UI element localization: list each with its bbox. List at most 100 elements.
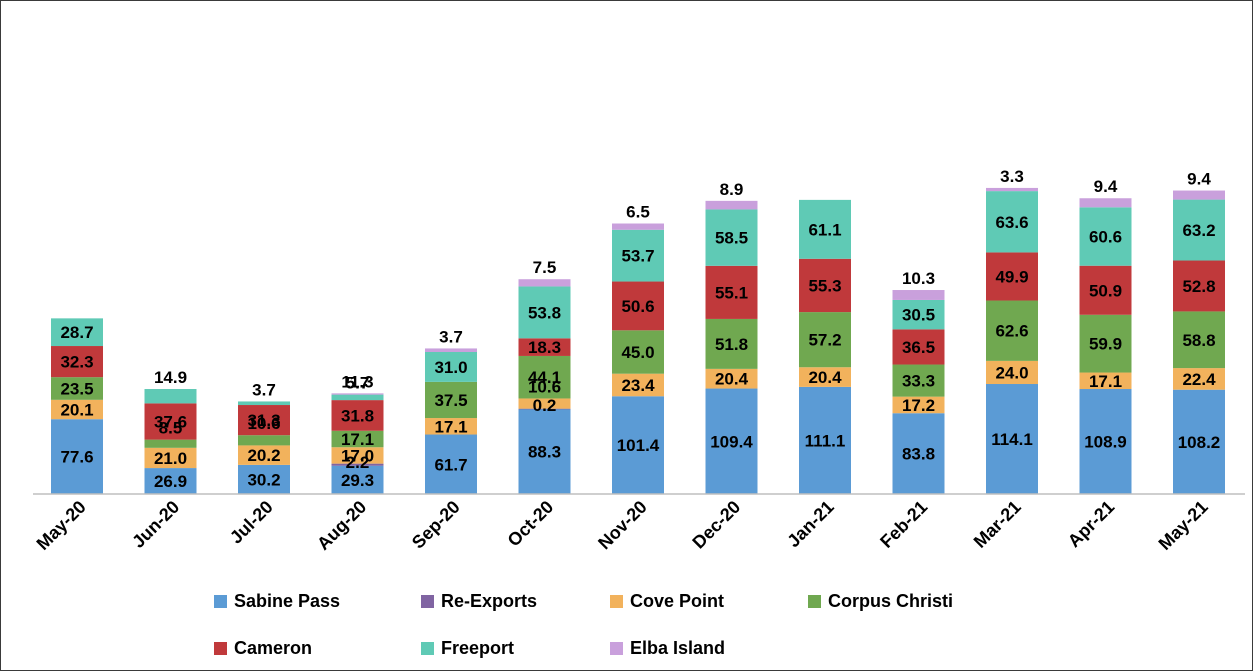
- data-label-freeport-aug-20: 5.7: [346, 374, 370, 393]
- data-label-freeport-jun-20: 14.9: [154, 368, 187, 387]
- data-label-elba-island-nov-20: 6.5: [626, 203, 650, 222]
- bar-cameron-apr-21: [1079, 265, 1132, 315]
- data-label-elba-island-mar-21: 3.3: [1000, 167, 1024, 186]
- bar-corpus-christi-may-21: [1173, 311, 1225, 369]
- bar-corpus-christi-aug-20: [331, 430, 384, 448]
- bar-sabine-pass-aug-20: [331, 465, 384, 494]
- bar-corpus-christi-jul-20: [238, 435, 290, 446]
- data-label-sabine-pass-may-20: 77.6: [60, 448, 93, 467]
- data-label-elba-island-feb-21: 10.3: [902, 269, 935, 288]
- data-label-corpus-christi-mar-21: 62.6: [995, 322, 1028, 341]
- bar-cameron-jun-20: [144, 403, 197, 440]
- data-label-freeport-jul-20: 3.7: [252, 380, 276, 399]
- data-label-sabine-pass-sep-20: 61.7: [434, 455, 467, 474]
- bar-re-exports-oct-20: [518, 408, 571, 410]
- bar-elba-island-nov-20: [612, 223, 664, 230]
- bar-sabine-pass-jun-20: [144, 468, 197, 494]
- legend-swatch-freeport: [421, 642, 434, 655]
- bar-freeport-apr-21: [1079, 207, 1132, 266]
- data-label-freeport-mar-21: 63.6: [995, 213, 1028, 232]
- x-tick-jun-20: Jun-20: [128, 497, 183, 552]
- data-label-cove-point-may-21: 22.4: [1182, 370, 1216, 389]
- bar-freeport-may-20: [51, 318, 103, 347]
- bar-cameron-jan-21: [799, 258, 851, 313]
- data-label-cove-point-jun-20: 21.0: [154, 449, 187, 468]
- bar-cove-point-jan-21: [799, 367, 851, 387]
- bar-corpus-christi-jan-21: [799, 312, 851, 368]
- data-label-freeport-feb-21: 30.5: [902, 306, 935, 325]
- bar-sabine-pass-oct-20: [518, 408, 571, 494]
- bar-cove-point-oct-20: [518, 398, 571, 409]
- data-label-cameron-nov-20: 50.6: [621, 297, 654, 316]
- bar-corpus-christi-oct-20: [518, 355, 571, 399]
- data-label-freeport-apr-21: 60.6: [1089, 228, 1122, 247]
- bar-freeport-feb-21: [892, 299, 945, 330]
- x-tick-apr-21: Apr-21: [1064, 497, 1118, 551]
- x-tick-may-20: May-20: [33, 497, 90, 554]
- data-label-cove-point-mar-21: 24.0: [995, 363, 1028, 382]
- legend-label-cove-point: Cove Point: [630, 591, 724, 611]
- bar-sabine-pass-may-20: [51, 419, 103, 494]
- bar-corpus-christi-apr-21: [1079, 314, 1132, 373]
- bar-cameron-dec-20: [705, 265, 758, 319]
- data-label-cameron-aug-20: 31.8: [341, 406, 374, 425]
- x-tick-nov-20: Nov-20: [594, 497, 651, 554]
- data-label-elba-island-may-21: 9.4: [1187, 170, 1211, 189]
- x-tick-jan-21: Jan-21: [783, 497, 837, 551]
- data-label-elba-island-oct-20: 7.5: [533, 258, 557, 277]
- data-label-sabine-pass-oct-20: 88.3: [528, 442, 561, 461]
- bar-cameron-oct-20: [518, 338, 571, 356]
- x-tick-mar-21: Mar-21: [970, 497, 1025, 552]
- data-label-cove-point-aug-20: 17.0: [341, 446, 374, 465]
- legend-swatch-re-exports: [421, 595, 434, 608]
- x-axis-tick-labels: May-20 Jun-20 Jul-20 Aug-20 Sep-20 Oct-20 Nov-…: [33, 497, 1212, 554]
- bar-corpus-christi-jun-20: [144, 439, 197, 448]
- bar-corpus-christi-mar-21: [986, 300, 1038, 361]
- bar-elba-island-oct-20: [518, 279, 571, 287]
- data-label-elba-island-dec-20: 8.9: [720, 180, 744, 199]
- data-label-cameron-jan-21: 55.3: [808, 276, 841, 295]
- x-tick-jul-20: Jul-20: [226, 497, 277, 548]
- data-label-corpus-christi-may-20: 23.5: [60, 379, 93, 398]
- bar-freeport-jun-20: [144, 389, 197, 404]
- bar-cameron-may-20: [51, 346, 103, 378]
- bar-freeport-mar-21: [986, 191, 1038, 253]
- data-label-cameron-dec-20: 55.1: [715, 283, 748, 302]
- bar-corpus-christi-feb-21: [892, 364, 945, 397]
- bar-freeport-sep-20: [425, 352, 477, 382]
- data-label-sabine-pass-apr-21: 108.9: [1084, 433, 1127, 452]
- bar-sabine-pass-sep-20: [425, 434, 477, 494]
- bar-cameron-feb-21: [892, 329, 945, 365]
- bar-sabine-pass-dec-20: [705, 388, 758, 494]
- bar-corpus-christi-dec-20: [705, 318, 758, 369]
- bar-corpus-christi-sep-20: [425, 381, 477, 419]
- bar-cove-point-may-20: [51, 399, 103, 420]
- data-label-sabine-pass-mar-21: 114.1: [991, 430, 1033, 449]
- bars-layer: [51, 187, 1225, 494]
- bar-cove-point-feb-21: [892, 396, 945, 414]
- bar-cameron-may-21: [1173, 260, 1225, 312]
- bar-sabine-pass-jul-20: [238, 464, 290, 494]
- x-tick-aug-20: Aug-20: [313, 497, 370, 554]
- bar-cameron-aug-20: [331, 400, 384, 431]
- legend-label-corpus-christi: Corpus Christi: [828, 591, 953, 611]
- bar-sabine-pass-may-21: [1173, 389, 1225, 494]
- data-label-freeport-oct-20: 53.8: [528, 303, 561, 322]
- data-label-cove-point-nov-20: 23.4: [621, 376, 655, 395]
- data-label-cameron-feb-21: 36.5: [902, 338, 935, 357]
- bar-corpus-christi-nov-20: [612, 330, 664, 374]
- data-label-cove-point-jan-21: 20.4: [808, 368, 842, 387]
- data-label-corpus-christi-nov-20: 45.0: [621, 343, 654, 362]
- data-label-corpus-christi-apr-21: 59.9: [1089, 335, 1122, 354]
- data-label-freeport-jan-21: 61.1: [808, 220, 841, 239]
- bar-elba-island-aug-20: [331, 393, 384, 395]
- bar-cove-point-sep-20: [425, 418, 477, 435]
- legend-label-sabine-pass: Sabine Pass: [234, 591, 340, 611]
- bar-sabine-pass-apr-21: [1079, 389, 1132, 494]
- x-tick-feb-21: Feb-21: [876, 497, 931, 552]
- data-label-sabine-pass-jul-20: 30.2: [247, 470, 280, 489]
- bar-freeport-jan-21: [799, 199, 851, 259]
- legend-swatch-sabine-pass: [214, 595, 227, 608]
- data-labels-layer: 77.6 20.1 23.5 32.3 28.7 26.9 21.0 8.537.6 14.9 3…: [60, 167, 1220, 491]
- legend-swatch-cameron: [214, 642, 227, 655]
